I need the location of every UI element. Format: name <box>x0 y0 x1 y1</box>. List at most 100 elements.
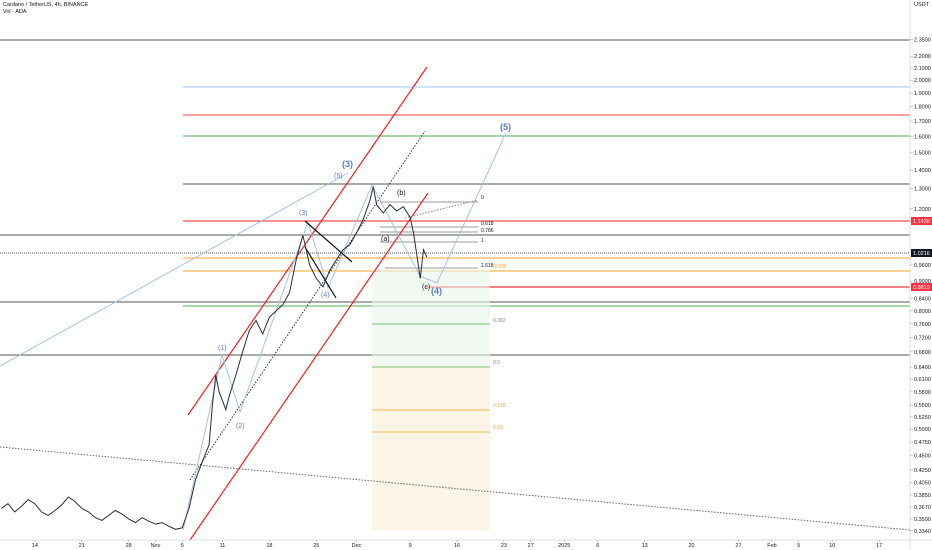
y-tick-label: 0.4250 <box>914 468 931 474</box>
y-tick-label: 1.6000 <box>914 134 931 140</box>
fib-label: 0.786 <box>481 228 494 234</box>
x-tick-label: Nov <box>151 543 161 549</box>
y-tick-label: 0.4500 <box>914 454 931 460</box>
fib-zone <box>372 366 490 530</box>
fib-label: 0.5 <box>493 360 500 366</box>
y-tick-label: 0.6800 <box>914 350 931 356</box>
wave-label: (1) <box>218 345 227 352</box>
y-tick-label: 1.5000 <box>914 151 931 157</box>
x-tick-label: 20 <box>688 543 694 549</box>
y-tick-label: 0.9600 <box>914 263 931 269</box>
wave-label: (5) <box>500 122 511 132</box>
x-tick-label: 5 <box>181 543 184 549</box>
x-tick-label: 27 <box>528 543 534 549</box>
y-tick-label: 1.7000 <box>914 119 931 125</box>
y-tick-label: 0.5500 <box>914 403 931 409</box>
y-tick-label: 2.0000 <box>914 78 931 84</box>
x-tick-label: Feb <box>767 543 776 549</box>
wave-label: (a) <box>381 236 390 243</box>
price-tag-label: 1.1438 <box>913 219 930 225</box>
y-tick-label: 0.3850 <box>914 493 931 499</box>
y-tick-label: 0.6400 <box>914 365 931 371</box>
wave-label: (3) <box>299 210 308 217</box>
wave-label: (2) <box>236 423 245 430</box>
wave-label: (b) <box>397 190 406 197</box>
triangle-line <box>304 220 353 263</box>
y-tick-label: 1.4000 <box>914 168 931 174</box>
x-tick-label: 2025 <box>558 543 570 549</box>
fib-label: 0.618 <box>481 221 494 227</box>
x-tick-label: 10 <box>829 543 835 549</box>
dotted-line <box>189 130 426 481</box>
x-tick-label: 9 <box>409 543 412 549</box>
price-tag <box>911 283 932 291</box>
axis-unit: USDT <box>914 2 930 8</box>
x-tick-label: 5 <box>797 543 800 549</box>
y-tick-label: 0.5000 <box>914 427 931 433</box>
x-tick-label: 14 <box>32 543 38 549</box>
wave-label: (4) <box>431 286 442 296</box>
price-tag <box>911 217 932 225</box>
fib-label: 0.236 <box>494 264 507 270</box>
trend-lines <box>0 66 911 541</box>
y-tick-label: 1.9000 <box>914 91 931 97</box>
price-tag <box>911 249 932 257</box>
y-tick-label: 1.2000 <box>914 207 931 213</box>
y-tick-label: 0.7200 <box>914 335 931 341</box>
x-tick-label: Dec <box>352 543 362 549</box>
fib-levels <box>372 201 490 433</box>
wave-label: (c) <box>422 284 430 291</box>
x-tick-label: 6 <box>596 543 599 549</box>
price-tags: 1.1438 1.0216 0.8819 <box>911 217 932 291</box>
y-tick-label: 0.4050 <box>914 480 931 486</box>
y-tick-label: 1.8000 <box>914 105 931 111</box>
y-tick-label: 2.2000 <box>914 54 931 60</box>
x-tick-label: 11 <box>220 543 226 549</box>
y-tick-label: 0.3340 <box>914 529 931 535</box>
y-tick-label: 0.8400 <box>914 297 931 303</box>
y-tick-label: 0.7600 <box>914 322 931 328</box>
x-tick-label: 17 <box>876 543 882 549</box>
y-tick-label: 0.3500 <box>914 517 931 523</box>
x-tick-label: 18 <box>266 543 272 549</box>
channel-line <box>189 192 429 541</box>
x-tick-label: 25 <box>313 543 319 549</box>
y-tick-label: 1.3000 <box>914 187 931 193</box>
chart-title: Cardano / TetherUS, 4h, BINANCE <box>3 2 89 8</box>
x-tick-label: 16 <box>454 543 460 549</box>
y-tick-label: 0.5250 <box>914 415 931 421</box>
y-tick-label: 0.9000 <box>914 279 931 285</box>
y-tick-label: 0.6100 <box>914 377 931 383</box>
dotted-line <box>404 199 479 219</box>
channel-line <box>187 66 428 416</box>
x-tick-label: 28 <box>126 543 132 549</box>
x-tick-label: 13 <box>642 543 648 549</box>
x-tick-label: 23 <box>501 543 507 549</box>
fib-label: 0.382 <box>493 318 506 324</box>
subtitle: Vol · ADA <box>3 9 27 15</box>
x-tick-label: 21 <box>79 543 85 549</box>
y-tick-label: 0.3670 <box>914 505 931 511</box>
fib-label: 0.65 <box>493 425 503 431</box>
price-tag-label: 1.0216 <box>913 251 930 257</box>
y-tick-label: 2.1000 <box>914 66 931 72</box>
y-tick-label: 0.5800 <box>914 390 931 396</box>
y-tick-label: 0.4750 <box>914 440 931 446</box>
fib-label: 0.618 <box>493 403 506 409</box>
fib-label: 1.618 <box>481 263 494 269</box>
fib-label: 0 <box>481 195 484 201</box>
wave-label: (5) <box>334 173 343 180</box>
wave-label: (3) <box>342 159 353 169</box>
price-line <box>1 186 428 530</box>
y-tick-label: 0.8000 <box>914 309 931 315</box>
dotted-line <box>0 446 911 531</box>
x-tick-label: 27 <box>735 543 741 549</box>
wave-path <box>182 132 507 531</box>
wave-label: (4) <box>321 292 330 299</box>
fib-label: 1 <box>481 238 484 244</box>
triangle-line <box>304 246 337 299</box>
levels <box>0 39 910 356</box>
wave-line <box>0 172 349 367</box>
y-tick-label: 2.3500 <box>914 38 931 44</box>
